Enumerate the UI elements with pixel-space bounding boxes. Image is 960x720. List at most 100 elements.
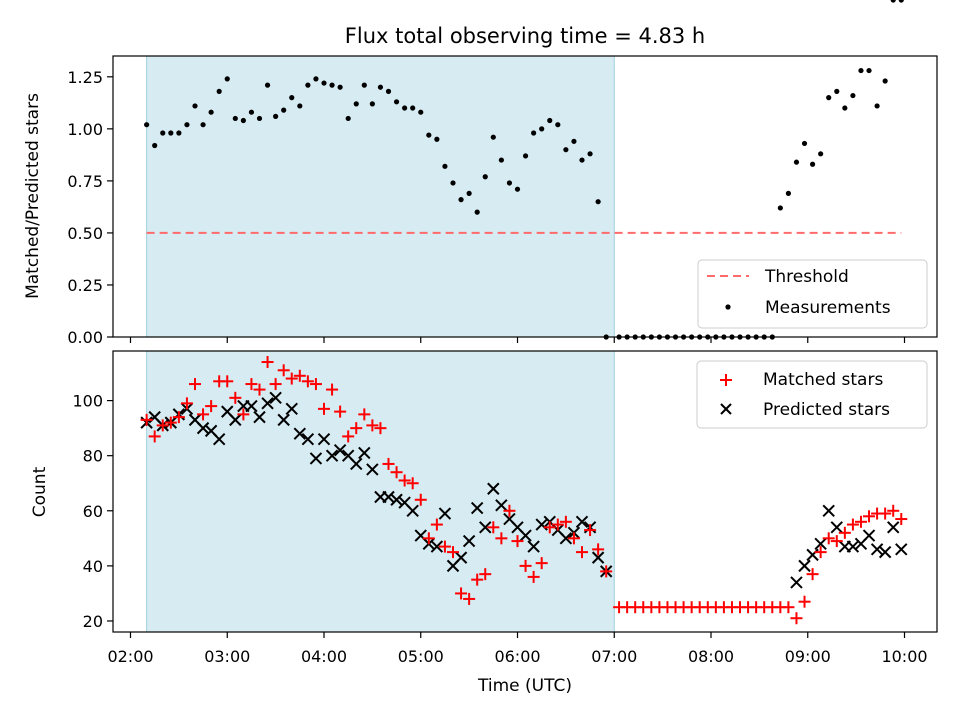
measurement-point <box>200 122 206 128</box>
matched-star-point <box>790 612 803 625</box>
predicted-star-point <box>196 421 210 435</box>
predicted-star-point <box>454 551 468 564</box>
measurement-point <box>361 82 367 88</box>
measurement-point <box>858 67 864 74</box>
top-observing-shade <box>146 55 615 338</box>
predicted-star-point <box>406 504 419 517</box>
matched-star-point <box>806 568 819 581</box>
top-y-tick-label: 0.75 <box>67 172 103 191</box>
measurement-point <box>514 186 521 192</box>
predicted-star-point <box>591 551 605 564</box>
measurement-point <box>232 115 238 122</box>
bottom-y-tick-label: 60 <box>83 502 103 521</box>
measurement-point <box>337 84 343 90</box>
predicted-star-point <box>382 490 395 504</box>
matched-star-point <box>205 400 218 413</box>
measurement-point <box>305 82 311 88</box>
matched-star-point <box>838 526 851 539</box>
matched-star-point <box>519 559 532 572</box>
predicted-star-point <box>309 452 323 465</box>
matched-star-point <box>854 515 867 528</box>
legend-threshold-label: Threshold <box>764 267 849 287</box>
matched-star-point <box>253 383 266 396</box>
measurement-point <box>369 101 375 107</box>
measurement-point <box>152 142 158 149</box>
x-axis-label: Time (UTC) <box>477 676 572 696</box>
matched-star-point <box>495 532 508 545</box>
top-y-axis-label: Matched/Predicted stars <box>23 93 43 299</box>
measurement-point <box>595 199 601 205</box>
top-y-tick-label: 0.50 <box>67 224 103 243</box>
matched-star-point <box>261 356 274 369</box>
matched-star-point <box>782 601 795 614</box>
matched-star-point <box>229 391 242 404</box>
matched-star-point <box>567 532 580 545</box>
measurement-point <box>555 122 561 128</box>
matched-star-point <box>342 430 355 443</box>
matched-star-point <box>798 595 811 608</box>
predicted-star-point <box>559 532 573 545</box>
matched-star-point <box>406 477 419 490</box>
measurement-point <box>281 107 287 113</box>
bottom-y-tick-label: 20 <box>83 612 103 631</box>
legend-measurements-swatch <box>725 304 731 310</box>
measurement-point <box>450 180 456 186</box>
matched-star-point <box>584 524 597 537</box>
matched-star-point <box>285 372 298 385</box>
top-measurements <box>144 0 904 340</box>
matched-star-point <box>277 364 290 377</box>
top-y-ticks: 0.00 0.25 0.50 0.75 1.00 1.25 <box>67 68 113 347</box>
top-y-tick-label: 0.00 <box>67 328 103 347</box>
measurement-point <box>890 0 896 3</box>
measurement-point <box>898 0 904 3</box>
top-panel: 0.00 0.25 0.50 0.75 1.00 1.25 Matched/Predict… <box>23 0 938 347</box>
measurement-point <box>426 132 432 138</box>
measurement-point <box>176 130 182 136</box>
measurement-point <box>418 109 424 115</box>
legend-measurements-label: Measurements <box>765 298 891 318</box>
measurement-point <box>168 130 174 136</box>
predicted-star-point <box>470 501 484 515</box>
predicted-star-point <box>366 463 379 476</box>
matched-star-point <box>879 507 892 520</box>
matched-star-point <box>350 422 363 435</box>
x-tick-label: 02:00 <box>107 647 153 666</box>
matched-star-point <box>172 411 185 424</box>
matched-star-point <box>293 369 306 382</box>
top-axes-frame <box>112 55 938 338</box>
measurement-point <box>882 78 888 84</box>
matched-star-point <box>479 568 492 581</box>
matched-star-point <box>592 543 605 556</box>
matched-star-point <box>237 408 250 421</box>
measurement-point <box>256 115 263 122</box>
predicted-star-point <box>277 413 290 427</box>
predicted-star-point <box>814 537 827 551</box>
measurement-point <box>224 76 230 82</box>
matched-star-point <box>164 416 177 429</box>
bottom-y-axis-label: Count <box>30 466 50 517</box>
measurement-point <box>834 88 840 94</box>
measurement-point <box>184 122 190 128</box>
legend-predicted-label: Predicted stars <box>763 400 890 420</box>
x-tick-label: 03:00 <box>204 647 250 666</box>
matched-star-point <box>551 518 564 531</box>
matched-star-point <box>471 573 484 586</box>
measurement-point <box>458 197 464 203</box>
legend-predicted-swatch <box>720 403 732 415</box>
bottom-y-tick-label: 100 <box>72 392 103 411</box>
x-tick-label: 06:00 <box>494 647 540 666</box>
measurement-point <box>329 82 335 88</box>
predicted-star-point <box>519 529 532 542</box>
predicted-star-point <box>495 499 508 512</box>
bottom-panel: 20 40 60 80 100 02:00 03:00 04:00 05:00 06:00 07:… <box>30 350 938 696</box>
matched-star-point <box>527 570 540 583</box>
matched-star-point <box>358 408 371 421</box>
matched-star-point <box>156 419 169 432</box>
bottom-axes-frame <box>112 350 938 633</box>
predicted-star-point <box>487 482 500 495</box>
matched-star-point <box>398 474 411 487</box>
measurement-point <box>264 82 271 88</box>
matched-star-point <box>511 535 524 548</box>
measurement-point <box>801 140 808 147</box>
